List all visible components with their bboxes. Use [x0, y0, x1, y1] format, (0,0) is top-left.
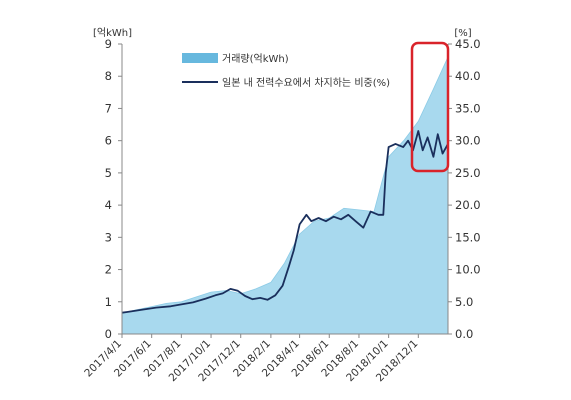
left-axis-tick-label: 5 [105, 166, 112, 180]
right-axis-tick-label: 40.0 [455, 69, 481, 83]
right-axis-unit-label: [%] [454, 28, 471, 39]
left-axis-tick-label: 2 [105, 263, 112, 277]
right-axis-tick-label: 10.0 [455, 263, 481, 277]
left-axis-tick-label: 8 [105, 69, 112, 83]
right-axis-tick-label: 15.0 [455, 230, 481, 244]
share-line-layer [121, 130, 449, 314]
legend-label-share: 일본 내 전력수요에서 차지하는 비중(%) [222, 76, 390, 89]
left-axis-tick-label: 9 [105, 37, 112, 51]
left-axis-tick-label: 3 [105, 230, 112, 244]
left-axis-unit-label: [억kWh] [93, 27, 132, 39]
volume-area-layer [121, 56, 449, 335]
share-line [121, 130, 449, 314]
left-axis-tick-labels: 0 1 2 3 4 5 6 7 8 9 [105, 37, 112, 341]
legend-swatch-volume [182, 53, 218, 63]
right-axis-tick-labels: 0.0 5.0 10.0 15.0 20.0 25.0 30.0 35.0 40.0 45.0 [455, 37, 481, 341]
left-axis-tick-label: 0 [105, 327, 112, 341]
right-axis-tick-label: 20.0 [455, 198, 481, 212]
right-axis-tick-label: 30.0 [455, 134, 481, 148]
left-axis-tick-label: 1 [105, 295, 112, 309]
volume-area [121, 56, 449, 335]
legend-label-volume: 거래량(억kWh) [222, 53, 289, 65]
right-axis-tick-label: 35.0 [455, 101, 481, 115]
right-axis-tick-label: 0.0 [455, 327, 473, 341]
right-axis-tick-label: 5.0 [455, 295, 473, 309]
right-axis-tick-label: 25.0 [455, 166, 481, 180]
left-axis-tick-label: 7 [105, 101, 112, 115]
left-axis-tick-label: 6 [105, 134, 112, 148]
left-axis-tick-label: 4 [105, 198, 112, 212]
right-axis-tick-label: 45.0 [455, 37, 481, 51]
legend: 거래량(억kWh) 일본 내 전력수요에서 차지하는 비중(%) [182, 53, 390, 89]
x-axis-tick-labels: 2017/4/12017/6/12017/8/12017/10/12017/12… [82, 338, 420, 385]
highlight-annotation-box [410, 41, 450, 173]
